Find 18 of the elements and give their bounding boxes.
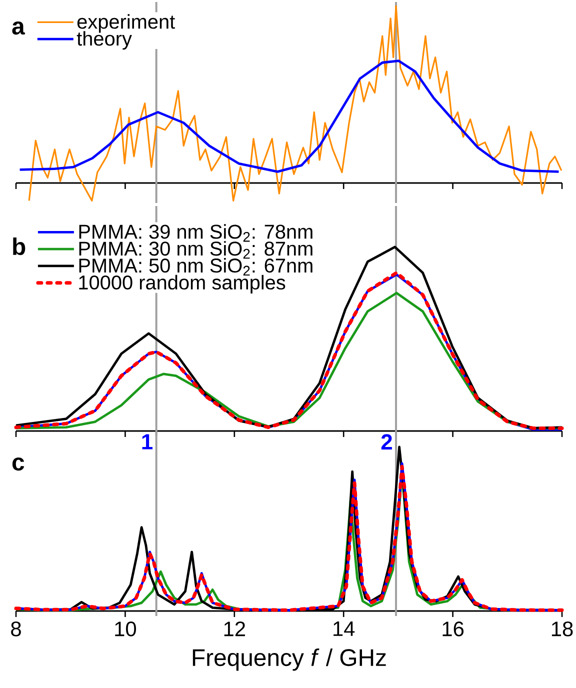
x-axis-title: Frequency f / GHz bbox=[192, 648, 386, 671]
annotation: 2 bbox=[381, 434, 392, 450]
legend-label: theory bbox=[76, 31, 132, 50]
chart-title: b bbox=[13, 238, 26, 256]
legend-label: PMMA: 50 nm SiO$_{2}$: 67nm bbox=[79, 258, 312, 276]
x-tick-label: 10 bbox=[115, 622, 136, 636]
x-tick-label: 16 bbox=[442, 622, 464, 636]
x-tick-label: 12 bbox=[224, 622, 245, 636]
legend-label: 10000 random samples bbox=[79, 274, 286, 294]
x-tick-label: 8 bbox=[11, 622, 21, 636]
legend-label: PMMA: 39 nm SiO$_{2}$: 78nm bbox=[79, 224, 312, 242]
x-tick-label: 14 bbox=[334, 622, 355, 636]
legend-label: PMMA: 30 nm SiO$_{2}$: 87nm bbox=[79, 241, 312, 259]
x-tick-label: 18 bbox=[552, 622, 573, 636]
annotation: 1 bbox=[142, 434, 153, 450]
chart-title: a bbox=[12, 22, 25, 35]
legend-label: experiment bbox=[77, 14, 175, 33]
chart-title: c bbox=[12, 458, 24, 471]
